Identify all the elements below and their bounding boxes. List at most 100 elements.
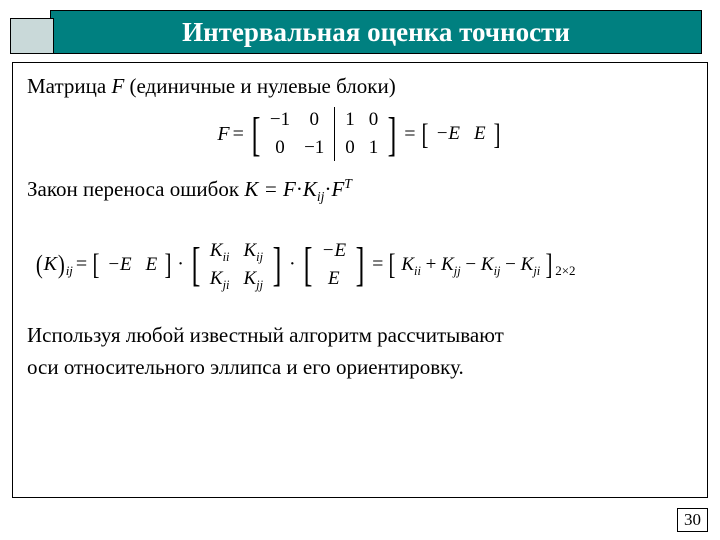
cell: 0 <box>275 137 285 159</box>
op: − <box>461 254 481 275</box>
cell: 0 <box>345 137 355 159</box>
cell: 1 <box>369 137 379 159</box>
content-frame: Матрица F (единичные и нулевые блоки) F … <box>12 62 708 498</box>
paragraph-algorithm-2: оси относительного эллипса и его ориенти… <box>27 354 693 380</box>
op: − <box>500 254 520 275</box>
k: K <box>441 254 454 275</box>
k: K <box>243 240 256 261</box>
bracket-left-icon: [ <box>93 251 100 278</box>
paren-right-icon: ) <box>58 250 65 280</box>
title-decor-square <box>10 18 54 54</box>
slide-title: Интервальная оценка точности <box>182 17 570 48</box>
dot-op: · <box>177 253 184 276</box>
matrix-left-block: −1 0 0 −1 <box>264 105 330 163</box>
dim: 2×2 <box>555 263 575 278</box>
var-F: F <box>283 177 296 201</box>
k: K <box>210 268 223 289</box>
eq-equals: = <box>404 123 415 146</box>
var-F: F <box>331 177 344 201</box>
text: Матрица <box>27 74 111 98</box>
cell: −1 <box>270 109 290 131</box>
bracket-left-icon: [ <box>251 113 260 156</box>
eq-equals: = <box>76 253 87 276</box>
s: ji <box>223 278 230 292</box>
matrix-right-block: 1 0 0 1 <box>339 105 384 163</box>
dim-sub: 2×2 <box>555 253 575 276</box>
page-number-value: 30 <box>684 510 701 529</box>
dot: · <box>296 177 303 201</box>
row-cells: −E E <box>101 250 163 280</box>
paragraph-matrix-f: Матрица F (единичные и нулевые блоки) <box>27 73 693 99</box>
bracket-left-icon: [ <box>192 243 201 286</box>
equation-F-definition: F = [ −1 0 0 −1 1 0 0 1 ] = [ −E E <box>27 105 693 163</box>
paragraph-error-law: Закон переноса ошибок K = F·Kij·FT <box>27 175 693 205</box>
cell: −1 <box>304 137 324 159</box>
sup-T: T <box>344 176 352 191</box>
cell: 0 <box>369 109 379 131</box>
equation-K-expansion: (K)ij = [ −E E ] · [ Kii Kij Kji Kjj ] ·… <box>27 236 693 294</box>
spacer <box>27 212 693 230</box>
cell: −E <box>322 240 346 262</box>
s: ij <box>256 250 263 264</box>
bracket-left-icon: [ <box>389 251 396 278</box>
k-cells: Kii Kij Kji Kjj <box>204 236 269 294</box>
k: K <box>401 254 414 275</box>
cell: E <box>146 254 158 276</box>
eq-lhs: F <box>217 123 229 146</box>
s: ii <box>223 250 230 264</box>
k: K <box>521 254 534 275</box>
col-matrix: [ −E E ] <box>300 236 368 294</box>
s: jj <box>454 264 461 278</box>
var-K: K <box>244 177 258 201</box>
cell: −E <box>107 254 131 276</box>
block-matrix: [ −1 0 0 −1 1 0 0 1 ] <box>248 105 400 163</box>
sub-ij: ij <box>66 263 73 278</box>
cell: E <box>474 123 486 145</box>
col-cells: −E E <box>316 236 352 294</box>
var-K: K <box>303 177 317 201</box>
row-matrix: [ −E E ] <box>91 250 173 280</box>
s: ii <box>414 264 421 278</box>
bracket-left-icon: [ <box>421 121 428 148</box>
s: jj <box>256 278 263 292</box>
k: K <box>481 254 494 275</box>
s: ij <box>494 264 501 278</box>
var-F: F <box>111 74 124 98</box>
bracket-right-icon: ] <box>165 251 172 278</box>
cell: 1 <box>345 109 355 131</box>
bracket-right-icon: ] <box>356 243 365 286</box>
cell: 0 <box>309 109 319 131</box>
row-cells: −E E <box>430 119 492 149</box>
cell: Kji <box>210 268 230 290</box>
text: (единичные и нулевые блоки) <box>124 74 395 98</box>
paren-left-icon: ( <box>36 250 43 280</box>
op: + <box>421 254 441 275</box>
eq-equals: = <box>233 123 244 146</box>
bracket-right-icon: ] <box>273 243 282 286</box>
spacer <box>27 306 693 320</box>
bracket-left-icon: [ <box>303 243 312 286</box>
cell: −E <box>436 123 460 145</box>
result-matrix: [ Kii + Kjj − Kij − Kji ] <box>387 251 554 278</box>
row-matrix-EE: [ −E E ] <box>420 119 502 149</box>
text: Закон переноса ошибок <box>27 177 244 201</box>
title-bar: Интервальная оценка точности <box>50 10 702 54</box>
cell: E <box>328 268 340 290</box>
var-K: K <box>44 253 57 276</box>
bracket-right-icon: ] <box>493 121 500 148</box>
k: K <box>243 268 256 289</box>
cell: Kjj <box>243 268 263 290</box>
sub-wrap: ij <box>66 253 73 276</box>
cell: Kij <box>243 240 263 262</box>
s: ji <box>533 264 540 278</box>
bracket-right-icon: ] <box>546 251 553 278</box>
bracket-right-icon: ] <box>388 113 397 156</box>
eq-equals: = <box>372 253 383 276</box>
result-expr: Kii + Kjj − Kij − Kji <box>397 254 544 276</box>
matrix-divider <box>334 107 335 161</box>
k-matrix: [ Kii Kij Kji Kjj ] <box>188 236 285 294</box>
eq-text: = <box>258 177 283 201</box>
k: K <box>210 240 223 261</box>
cell: Kii <box>210 240 230 262</box>
page-number: 30 <box>677 508 708 532</box>
